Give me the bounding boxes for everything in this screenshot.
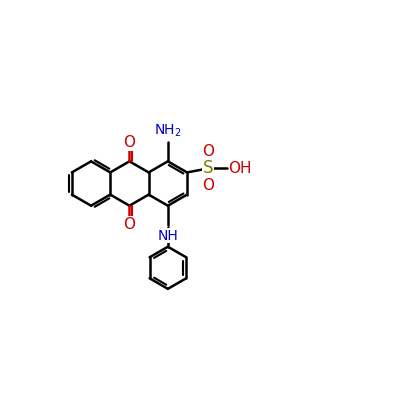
Text: O: O	[124, 135, 136, 150]
Text: S: S	[203, 160, 213, 178]
Text: NH: NH	[158, 228, 178, 242]
Text: O: O	[202, 178, 214, 192]
Text: NH$_2$: NH$_2$	[154, 122, 182, 138]
Text: O: O	[202, 144, 214, 159]
Text: O: O	[124, 217, 136, 232]
Text: OH: OH	[228, 161, 252, 176]
